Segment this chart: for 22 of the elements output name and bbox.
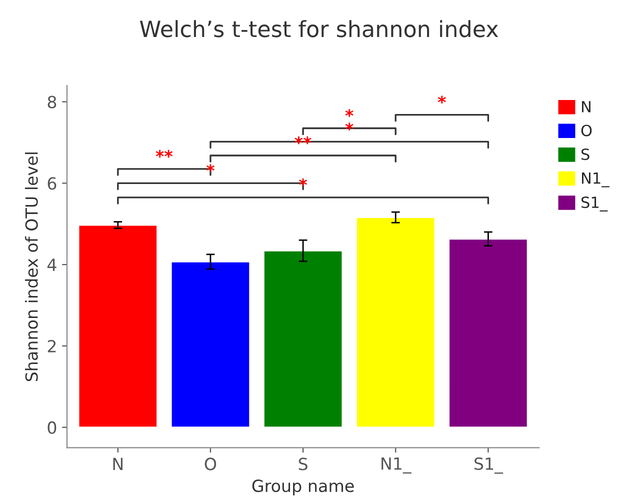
annotation: ** — [156, 150, 173, 158]
annotation: * — [206, 164, 214, 172]
chart-title: Welch’s t-test for shannon index — [140, 20, 498, 38]
y-tick-label: 8 — [48, 96, 56, 108]
x-tick-label: S1_ — [474, 457, 504, 474]
x-tick-label: O — [204, 458, 216, 470]
legend-label: N1_ — [582, 172, 610, 188]
y-tick-label: 0 — [48, 421, 56, 434]
legend-label: N — [582, 101, 590, 112]
annotation: * — [438, 96, 446, 104]
legend-label: S — [582, 148, 590, 160]
x-axis-title: Group name — [252, 480, 354, 496]
x-tick-label: N1_ — [382, 457, 412, 474]
x-tick-label: N — [113, 458, 122, 470]
y-tick-label: 2 — [48, 340, 56, 352]
y-tick-label: 4 — [47, 258, 56, 271]
y-tick-label: 6 — [48, 177, 56, 190]
legend-label: S1_ — [582, 196, 608, 212]
legend-label: O — [581, 124, 592, 136]
annotation: * — [345, 109, 354, 117]
y-axis-title: Shannon index of OTU level — [24, 152, 38, 382]
x-tick-label: S — [298, 458, 308, 470]
